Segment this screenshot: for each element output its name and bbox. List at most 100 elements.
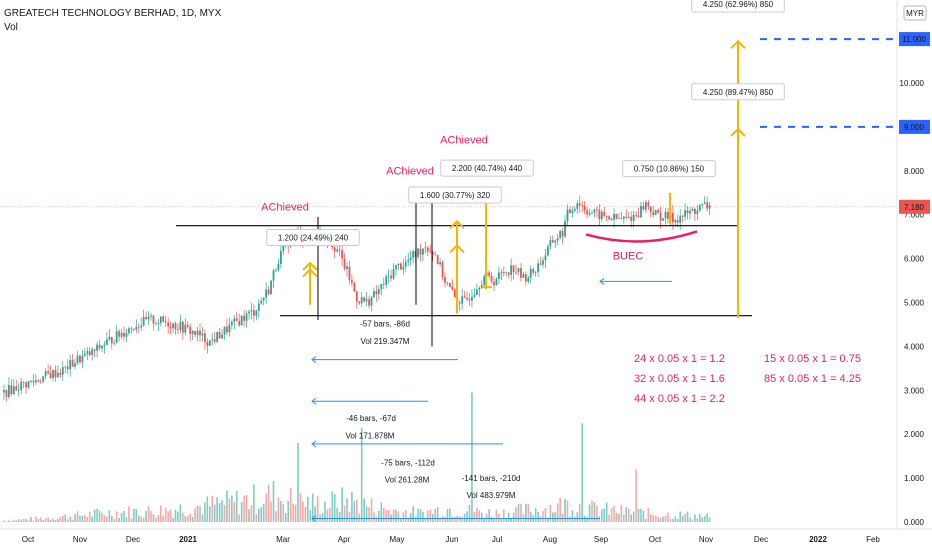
volume-bar — [289, 488, 292, 522]
volume-bar — [684, 513, 686, 522]
volume-bar — [307, 496, 309, 522]
target-badge-9 — [899, 119, 930, 134]
volume-bar — [150, 511, 152, 522]
volume-bar — [59, 517, 62, 522]
candle-body — [539, 263, 542, 265]
volume-bar — [708, 517, 711, 522]
candle-body — [583, 205, 586, 211]
volume-bar — [652, 515, 655, 522]
volume-bar — [637, 509, 640, 522]
volume-bar — [544, 508, 547, 522]
candle-body — [336, 249, 339, 252]
candle-body — [184, 324, 187, 333]
volume-bar — [363, 498, 365, 522]
candle-body — [123, 332, 125, 337]
last-price-badge-label: 7.180 — [904, 203, 925, 212]
volume-bar — [662, 516, 664, 522]
candle-body — [610, 219, 613, 220]
volume-bar — [407, 517, 410, 522]
candle-body — [588, 212, 591, 215]
volume-bar — [108, 510, 111, 522]
volume-bar — [30, 517, 32, 522]
buec-label: BUEC — [613, 250, 644, 262]
volume-bar — [128, 506, 130, 522]
volume-bar — [98, 510, 101, 522]
volume-bar — [3, 520, 5, 522]
candle-body — [34, 380, 37, 383]
time-tick-label: 2022 — [809, 535, 827, 544]
candle-body — [441, 262, 444, 278]
candle-body — [385, 276, 388, 285]
volume-bar — [672, 518, 674, 522]
candle-body — [453, 289, 456, 298]
symbol-title: GREATECH TECHNOLOGY BERHAD, 1D, MYX — [4, 8, 222, 19]
candle-body — [444, 277, 446, 283]
volume-bar — [706, 513, 708, 522]
volume-bar — [155, 517, 157, 522]
volume-bar — [74, 514, 76, 522]
candle-body — [630, 216, 633, 221]
volume-bar — [167, 511, 169, 522]
price-tick-label: 2.000 — [904, 430, 925, 439]
time-tick-label: May — [389, 535, 404, 544]
volume-bar — [314, 506, 316, 522]
volume-bar — [235, 490, 238, 522]
candle-body — [238, 320, 241, 326]
volume-bar — [336, 508, 338, 522]
volume-bar — [500, 519, 503, 522]
candle-body — [559, 231, 562, 239]
volume-bar — [123, 511, 125, 522]
volume-bar — [142, 517, 145, 522]
candle-body — [110, 336, 113, 344]
volume-bar — [54, 520, 57, 522]
candle-body — [667, 211, 669, 219]
volume-bar — [49, 519, 52, 522]
volume-bar — [554, 512, 557, 522]
candle-body — [5, 390, 8, 397]
candle-body — [532, 268, 535, 273]
candle-body — [657, 210, 660, 213]
candle-body — [196, 330, 199, 335]
candle-body — [137, 326, 140, 328]
volume-bar — [302, 501, 304, 522]
candle-body — [686, 210, 689, 214]
volume-bar — [642, 511, 645, 522]
volume-bar — [439, 518, 441, 522]
candle-body — [15, 386, 18, 391]
volume-bar — [534, 508, 537, 522]
volume-bar — [446, 509, 449, 522]
candle-body — [679, 215, 682, 223]
candle-body — [642, 205, 645, 210]
volume-bar — [647, 507, 650, 522]
candle-body — [142, 316, 145, 326]
candle-body — [155, 323, 157, 325]
currency-button[interactable] — [903, 5, 927, 21]
candle-body — [218, 332, 221, 339]
measure-vol-3: Vol 261.28M — [385, 475, 430, 484]
volume-bar — [571, 510, 574, 522]
price-tick-label: 4.000 — [904, 342, 925, 351]
candle-body — [93, 349, 96, 351]
volume-bar — [216, 497, 218, 522]
volume-bar — [186, 516, 189, 522]
measure-bars-1: -57 bars, -86d — [360, 320, 410, 329]
volume-bar — [593, 502, 596, 522]
volume-bar — [174, 509, 177, 522]
candle-body — [216, 332, 219, 342]
volume-bar — [576, 512, 579, 522]
candle-body — [542, 260, 544, 265]
volume-bar — [503, 509, 505, 522]
candle-body — [649, 206, 652, 213]
candle-body — [520, 268, 522, 278]
volume-bar — [245, 495, 248, 522]
candle-body — [615, 213, 618, 219]
candle-body — [547, 246, 549, 256]
volume-bar — [515, 507, 517, 522]
time-tick-label: Jul — [492, 535, 502, 544]
volume-bar — [581, 423, 583, 522]
volume-bar — [69, 516, 71, 522]
candle-body — [608, 216, 611, 220]
volume-bar — [392, 509, 395, 522]
candle-body — [556, 238, 559, 241]
